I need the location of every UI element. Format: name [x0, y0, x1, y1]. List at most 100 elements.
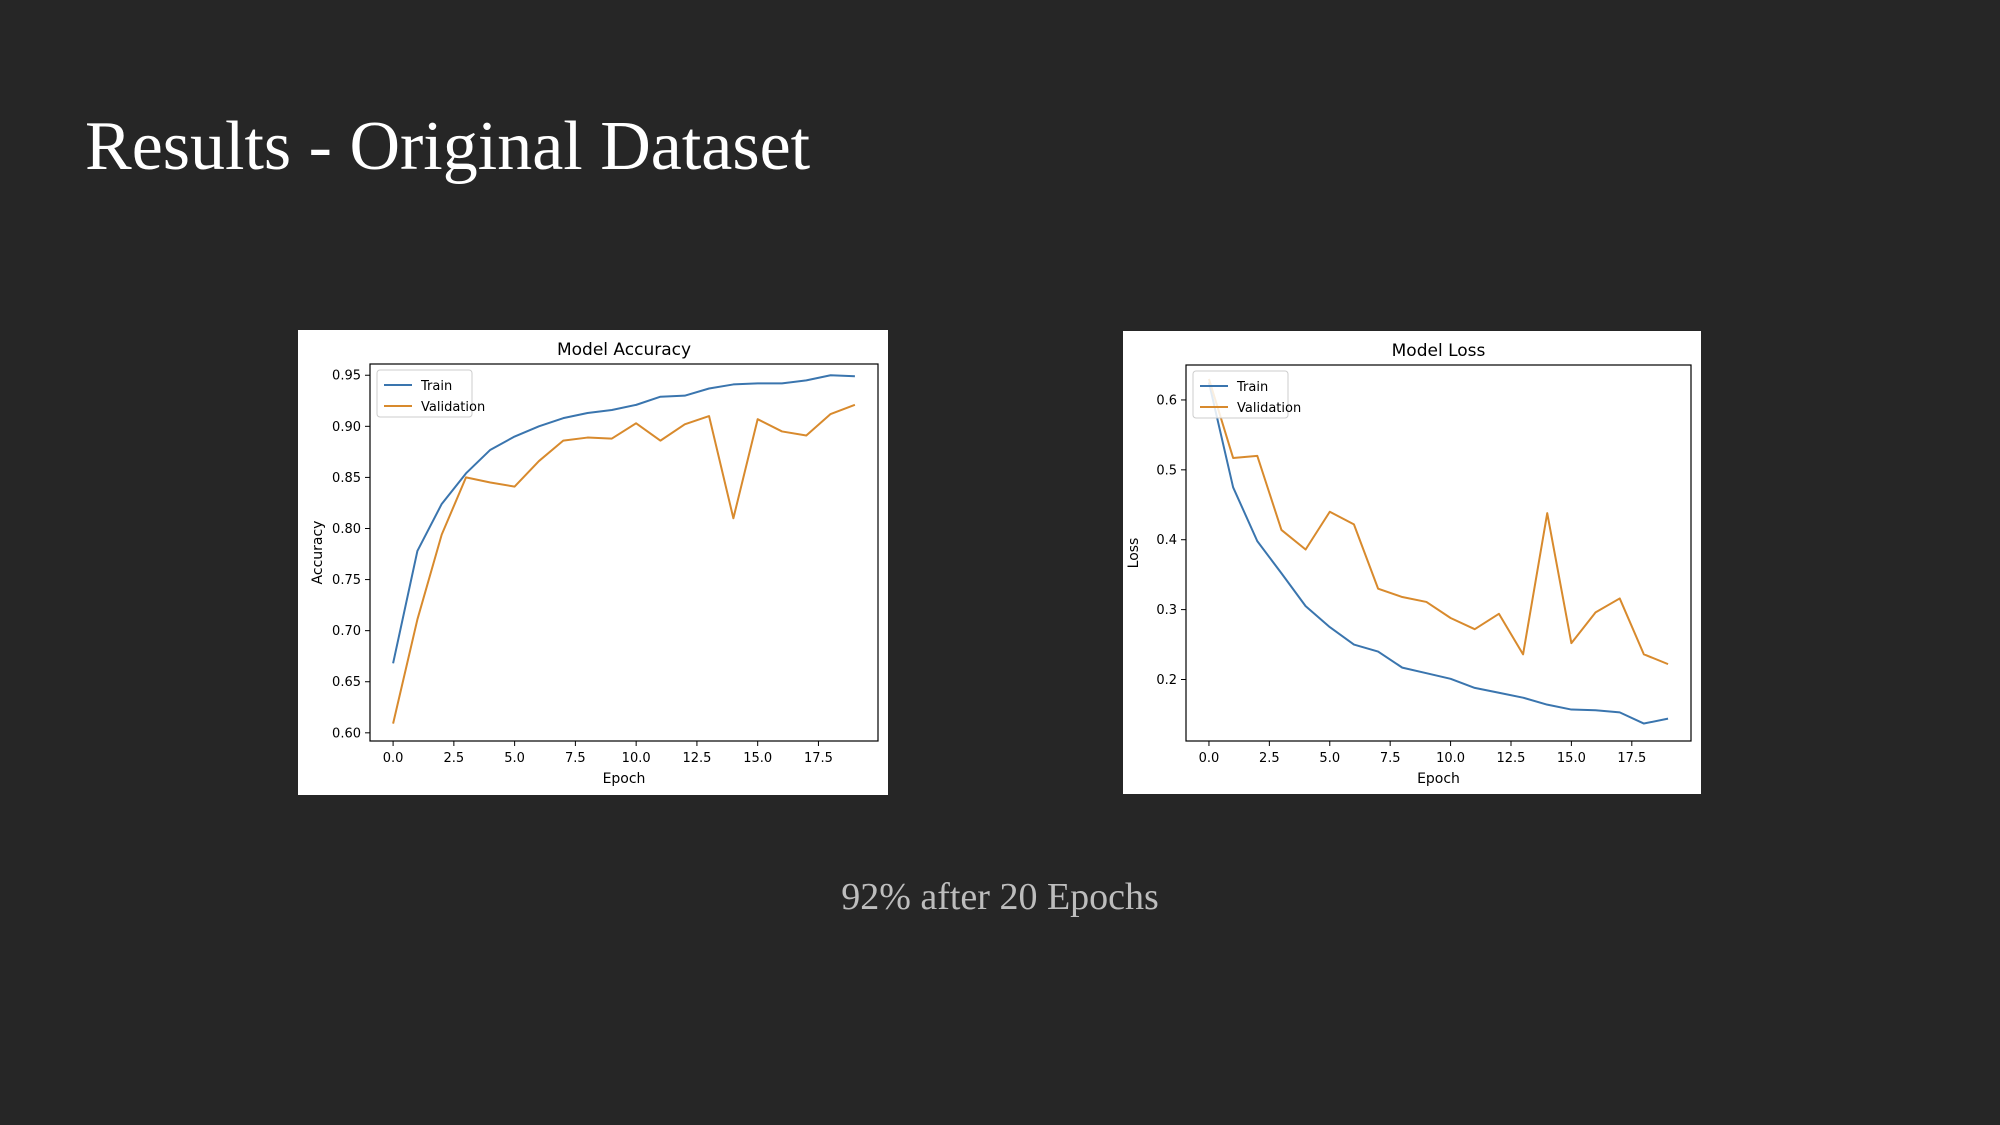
accuracy-train-point — [732, 383, 735, 386]
accuracy-validation-point — [391, 722, 394, 725]
accuracy-train-line — [392, 374, 855, 664]
accuracy-train-point — [683, 394, 686, 397]
accuracy-train-point — [586, 411, 589, 414]
loss-validation-point — [1473, 628, 1476, 631]
loss-axes-frame — [1185, 364, 1692, 742]
accuracy-train-point — [805, 379, 808, 382]
loss-x-tick-label: 12.5 — [1497, 751, 1526, 766]
accuracy-chart-title: Model Accuracy — [557, 340, 691, 360]
accuracy-validation-point — [829, 412, 832, 415]
loss-x-axis-label: Epoch — [1417, 771, 1460, 787]
accuracy-y-axis-label: Accuracy — [310, 521, 326, 585]
accuracy-x-tick-label: 7.5 — [565, 751, 586, 766]
loss-train-point — [1546, 703, 1549, 706]
loss-train-point — [1473, 686, 1476, 689]
loss-y-axis-label: Loss — [1126, 538, 1142, 569]
loss-train-point — [1352, 643, 1355, 646]
loss-validation-point — [1425, 600, 1428, 603]
accuracy-y-tick-label: 0.70 — [332, 624, 361, 639]
loss-train-point — [1666, 717, 1669, 720]
loss-train-point — [1521, 696, 1524, 699]
loss-chart-title: Model Loss — [1392, 341, 1486, 361]
loss-legend-validation-label: Validation — [1237, 401, 1301, 416]
accuracy-validation-point — [513, 485, 516, 488]
loss-train-line — [1207, 382, 1669, 725]
accuracy-x-tick-label: 0.0 — [383, 751, 404, 766]
loss-train-point — [1594, 709, 1597, 712]
accuracy-validation-point — [683, 423, 686, 426]
loss-x-tick-label: 5.0 — [1319, 751, 1340, 766]
accuracy-train-point — [464, 472, 467, 475]
loss-y-tick-label: 0.2 — [1156, 673, 1177, 688]
loss-train-point — [1401, 666, 1404, 669]
accuracy-chart-panel: Model Accuracy Epoch Accuracy 0.0 2.5 5.0 7.5 1… — [298, 330, 888, 795]
loss-train-point — [1280, 572, 1283, 575]
accuracy-validation-point — [659, 439, 662, 442]
accuracy-train-point — [707, 387, 710, 390]
accuracy-validation-point — [440, 533, 443, 536]
loss-validation-line — [1207, 378, 1669, 666]
accuracy-train-point — [489, 448, 492, 451]
accuracy-x-tick-label: 15.0 — [743, 751, 772, 766]
loss-train-point — [1497, 691, 1500, 694]
accuracy-train-point — [416, 549, 419, 552]
accuracy-validation-point — [732, 517, 735, 520]
loss-validation-point — [1328, 510, 1331, 513]
loss-x-tick-label: 15.0 — [1557, 751, 1586, 766]
accuracy-validation-point — [707, 415, 710, 418]
loss-validation-point — [1232, 456, 1235, 459]
accuracy-validation-point — [780, 430, 783, 433]
accuracy-validation-point — [586, 436, 589, 439]
accuracy-y-tick-label: 0.90 — [332, 420, 361, 435]
loss-x-tick-label: 7.5 — [1380, 751, 1401, 766]
loss-validation-point — [1376, 587, 1379, 590]
loss-validation-point — [1546, 512, 1549, 515]
accuracy-validation-point — [610, 437, 613, 440]
loss-x-tick-label: 10.0 — [1436, 751, 1465, 766]
accuracy-train-point — [635, 403, 638, 406]
loss-train-point — [1570, 708, 1573, 711]
accuracy-y-tick-label: 0.65 — [332, 675, 361, 690]
accuracy-axes-frame — [369, 363, 879, 742]
loss-validation-point — [1256, 454, 1259, 457]
accuracy-validation-point — [489, 481, 492, 484]
loss-chart-panel: Model Loss Epoch Loss 0.0 2.5 5.0 7.5 10.0 12.5 1… — [1123, 331, 1701, 794]
loss-y-tick-label: 0.4 — [1156, 533, 1177, 548]
accuracy-validation-point — [805, 434, 808, 437]
loss-y-tick-label: 0.3 — [1156, 603, 1177, 618]
accuracy-train-point — [440, 502, 443, 505]
accuracy-validation-point — [416, 618, 419, 621]
loss-validation-point — [1304, 548, 1307, 551]
slide-caption: 92% after 20 Epochs — [841, 876, 1159, 918]
loss-train-point — [1256, 540, 1259, 543]
accuracy-validation-point — [562, 439, 565, 442]
loss-y-tick-label: 0.6 — [1156, 393, 1177, 408]
accuracy-y-tick-label: 0.85 — [332, 471, 361, 486]
loss-train-point — [1328, 625, 1331, 628]
accuracy-train-point — [562, 417, 565, 420]
loss-validation-point — [1497, 612, 1500, 615]
loss-train-point — [1449, 677, 1452, 680]
slide-title: Results - Original Dataset — [85, 108, 811, 185]
accuracy-legend-train-label: Train — [420, 379, 452, 394]
accuracy-validation-point — [756, 418, 759, 421]
accuracy-validation-point — [464, 476, 467, 479]
accuracy-y-tick-label: 0.80 — [332, 522, 361, 537]
loss-train-point — [1642, 722, 1645, 725]
loss-validation-point — [1618, 597, 1621, 600]
accuracy-x-tick-label: 10.0 — [622, 751, 651, 766]
loss-legend-train-label: Train — [1236, 380, 1268, 395]
loss-validation-point — [1280, 528, 1283, 531]
loss-train-point — [1618, 711, 1621, 714]
accuracy-y-tick-label: 0.95 — [332, 369, 361, 384]
accuracy-y-tick-label: 0.60 — [332, 726, 361, 741]
accuracy-train-point — [853, 375, 856, 378]
loss-x-tick-label: 17.5 — [1617, 751, 1646, 766]
accuracy-x-tick-label: 12.5 — [682, 751, 711, 766]
loss-train-point — [1232, 486, 1235, 489]
accuracy-x-tick-label: 5.0 — [504, 751, 525, 766]
accuracy-x-axis-label: Epoch — [603, 771, 646, 787]
accuracy-y-tick-label: 0.75 — [332, 573, 361, 588]
accuracy-train-point — [610, 408, 613, 411]
loss-chart: Model Loss Epoch Loss 0.0 2.5 5.0 7.5 10.0 12.5 1… — [1126, 341, 1692, 787]
